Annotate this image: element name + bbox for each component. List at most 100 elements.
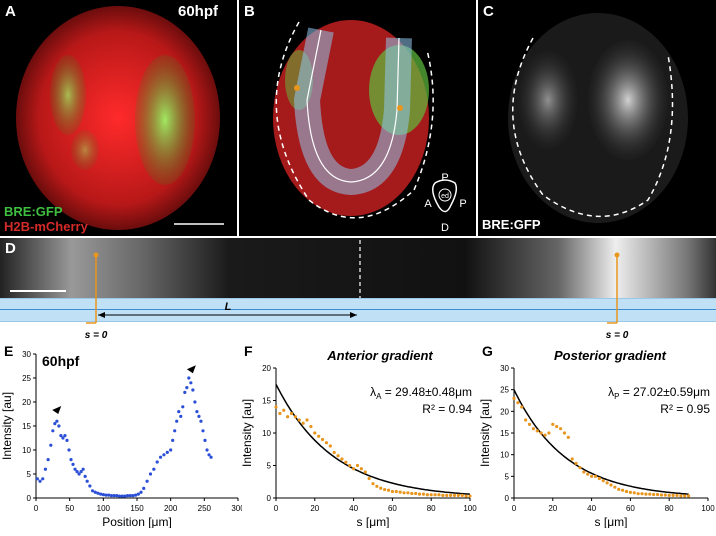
- x-axis-label: Position [μm]: [102, 515, 172, 528]
- x-tick-label: 0: [34, 504, 39, 513]
- data-point: [687, 494, 691, 498]
- band-centerline: [0, 309, 716, 310]
- data-point: [43, 467, 48, 471]
- data-point: [109, 494, 114, 498]
- data-point: [425, 493, 429, 497]
- x-tick-label: 100: [97, 504, 111, 513]
- data-point: [655, 492, 660, 497]
- straightened-band-image: [0, 238, 716, 298]
- data-point: [460, 493, 464, 497]
- data-point: [383, 487, 387, 492]
- data-point: [367, 476, 371, 481]
- y-tick-label: 0: [505, 494, 510, 503]
- data-point: [410, 491, 414, 496]
- data-point: [524, 418, 528, 422]
- data-point: [593, 474, 598, 478]
- data-point: [617, 487, 621, 491]
- data-point: [179, 414, 183, 418]
- data-point: [644, 492, 648, 496]
- data-point: [562, 431, 567, 435]
- x-tick-label: 80: [427, 504, 436, 513]
- y-tick-label: 20: [500, 407, 509, 416]
- data-point: [445, 493, 449, 497]
- x-tick-label: 40: [349, 504, 358, 513]
- r-squared-label: R² = 0.94: [422, 402, 472, 416]
- s-zero-label-right: s = 0: [606, 330, 629, 341]
- y-tick-label: 5: [27, 470, 32, 479]
- data-point: [652, 492, 656, 497]
- data-point: [191, 388, 195, 392]
- panel-letter-c: C: [483, 3, 494, 20]
- data-point: [590, 474, 594, 478]
- data-point: [613, 485, 617, 489]
- data-point: [628, 490, 632, 494]
- x-tick-label: 20: [548, 504, 557, 513]
- data-point: [112, 494, 116, 498]
- data-point: [289, 411, 294, 416]
- panel-b-image: P A P D ed B: [239, 0, 476, 236]
- y-tick-label: 5: [267, 462, 272, 471]
- y-tick-label: 30: [22, 350, 31, 359]
- data-point: [107, 493, 111, 497]
- x-tick-label: 50: [65, 504, 74, 513]
- lambda-label: λA = 29.48±0.48μm: [370, 385, 472, 401]
- data-point: [49, 443, 53, 447]
- data-point: [81, 467, 85, 471]
- data-point: [531, 427, 535, 431]
- data-point: [512, 396, 516, 400]
- data-point: [547, 431, 551, 435]
- data-point: [201, 429, 205, 433]
- data-point: [624, 489, 629, 494]
- data-point: [566, 435, 570, 439]
- data-point: [55, 419, 59, 423]
- y-tick-label: 15: [500, 429, 509, 438]
- data-point: [125, 494, 130, 498]
- data-point: [77, 472, 81, 476]
- y-tick-label: 25: [500, 386, 509, 395]
- data-point: [574, 461, 578, 465]
- data-point: [293, 415, 297, 419]
- data-point: [597, 476, 601, 481]
- x-tick-label: 150: [130, 504, 144, 513]
- x-tick-label: 80: [665, 504, 674, 513]
- data-point: [659, 493, 664, 497]
- data-point: [158, 455, 163, 459]
- axis-label-top: P: [441, 172, 448, 184]
- data-point: [386, 488, 391, 492]
- data-point: [134, 493, 138, 497]
- data-point: [67, 448, 71, 452]
- data-point: [671, 493, 675, 497]
- data-point: [155, 460, 159, 464]
- data-point: [570, 457, 574, 461]
- data-point: [371, 482, 375, 486]
- data-point: [88, 484, 92, 488]
- data-point: [90, 489, 95, 493]
- data-point: [165, 450, 169, 454]
- data-point: [278, 411, 282, 416]
- data-point: [63, 434, 67, 438]
- y-tick-label: 15: [22, 422, 31, 431]
- data-point: [115, 494, 119, 498]
- x-tick-label: 0: [274, 504, 279, 513]
- data-point: [449, 493, 453, 497]
- legend-bre-gfp: BRE:GFP: [4, 204, 63, 219]
- y-tick-label: 10: [262, 429, 271, 438]
- data-point: [648, 492, 652, 496]
- data-point: [468, 494, 472, 498]
- y-axis-label: Intensity [au]: [478, 399, 492, 467]
- data-point: [197, 414, 201, 418]
- data-point: [527, 422, 532, 426]
- data-point: [131, 494, 135, 498]
- data-point: [41, 477, 45, 481]
- x-tick-label: 60: [388, 504, 397, 513]
- data-point: [209, 455, 213, 459]
- length-label: L: [225, 301, 232, 313]
- x-tick-label: 40: [587, 504, 596, 513]
- data-point: [539, 431, 543, 435]
- data-point: [35, 477, 39, 481]
- data-point: [348, 463, 352, 468]
- data-point: [93, 490, 97, 494]
- data-point: [73, 467, 77, 471]
- data-point: [558, 427, 563, 431]
- x-tick-label: 20: [310, 504, 319, 513]
